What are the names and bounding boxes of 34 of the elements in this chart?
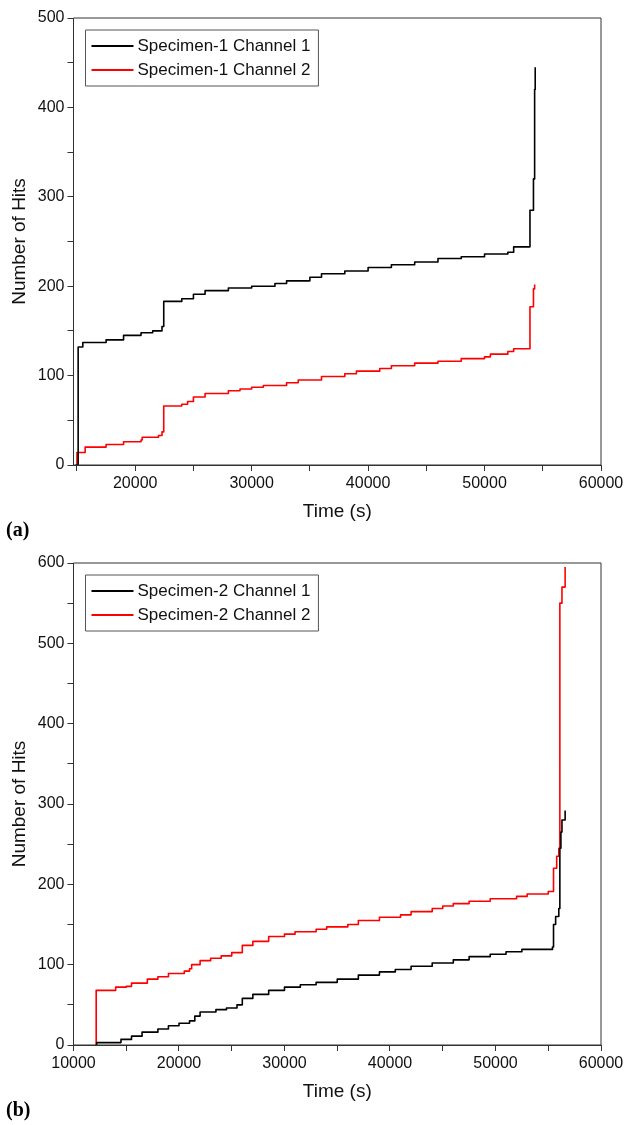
legend-label: Specimen-2 Channel 2 — [137, 604, 311, 624]
x-tick-label: 40000 — [345, 474, 391, 492]
x-axis-title: Time (s) — [302, 499, 372, 521]
x-tick-label: 20000 — [156, 1054, 202, 1072]
x-axis-title: Time (s) — [302, 1079, 372, 1101]
y-tick-label: 300 — [37, 794, 65, 812]
x-tick-label: 20000 — [112, 474, 158, 492]
text: (b) — [6, 1098, 31, 1122]
legend-label: Specimen-2 Channel 1 — [137, 580, 311, 600]
x-tick-label: 30000 — [229, 474, 274, 492]
y-tick-label: 400 — [37, 714, 65, 732]
y-tick-label: 200 — [37, 874, 65, 892]
y-tick-label: 500 — [37, 633, 65, 651]
x-tick-label: 10000 — [51, 1054, 96, 1072]
x-tick-label: 60000 — [578, 474, 624, 492]
y-tick-label: 100 — [37, 366, 65, 384]
y-tick-label: 200 — [37, 276, 65, 294]
y-tick-label: 0 — [55, 455, 65, 473]
y-axis-title: Number of Hits — [7, 178, 29, 305]
x-tick-label: 50000 — [462, 474, 507, 492]
x-tick-label: 60000 — [578, 1054, 624, 1072]
legend-label: Specimen-1 Channel 1 — [137, 35, 311, 55]
y-tick-label: 600 — [37, 553, 65, 571]
text: (a) — [6, 518, 30, 542]
y-tick-label: 400 — [37, 97, 65, 115]
legend-label: Specimen-1 Channel 2 — [137, 59, 311, 79]
x-tick-label: 50000 — [473, 1054, 518, 1072]
x-tick-label: 30000 — [262, 1054, 307, 1072]
y-tick-label: 100 — [37, 955, 65, 973]
x-tick-label: 40000 — [367, 1054, 413, 1072]
y-tick-label: 500 — [37, 8, 65, 26]
y-axis-title: Number of Hits — [7, 740, 29, 868]
y-tick-label: 300 — [37, 187, 65, 205]
y-tick-label: 0 — [55, 1035, 65, 1053]
